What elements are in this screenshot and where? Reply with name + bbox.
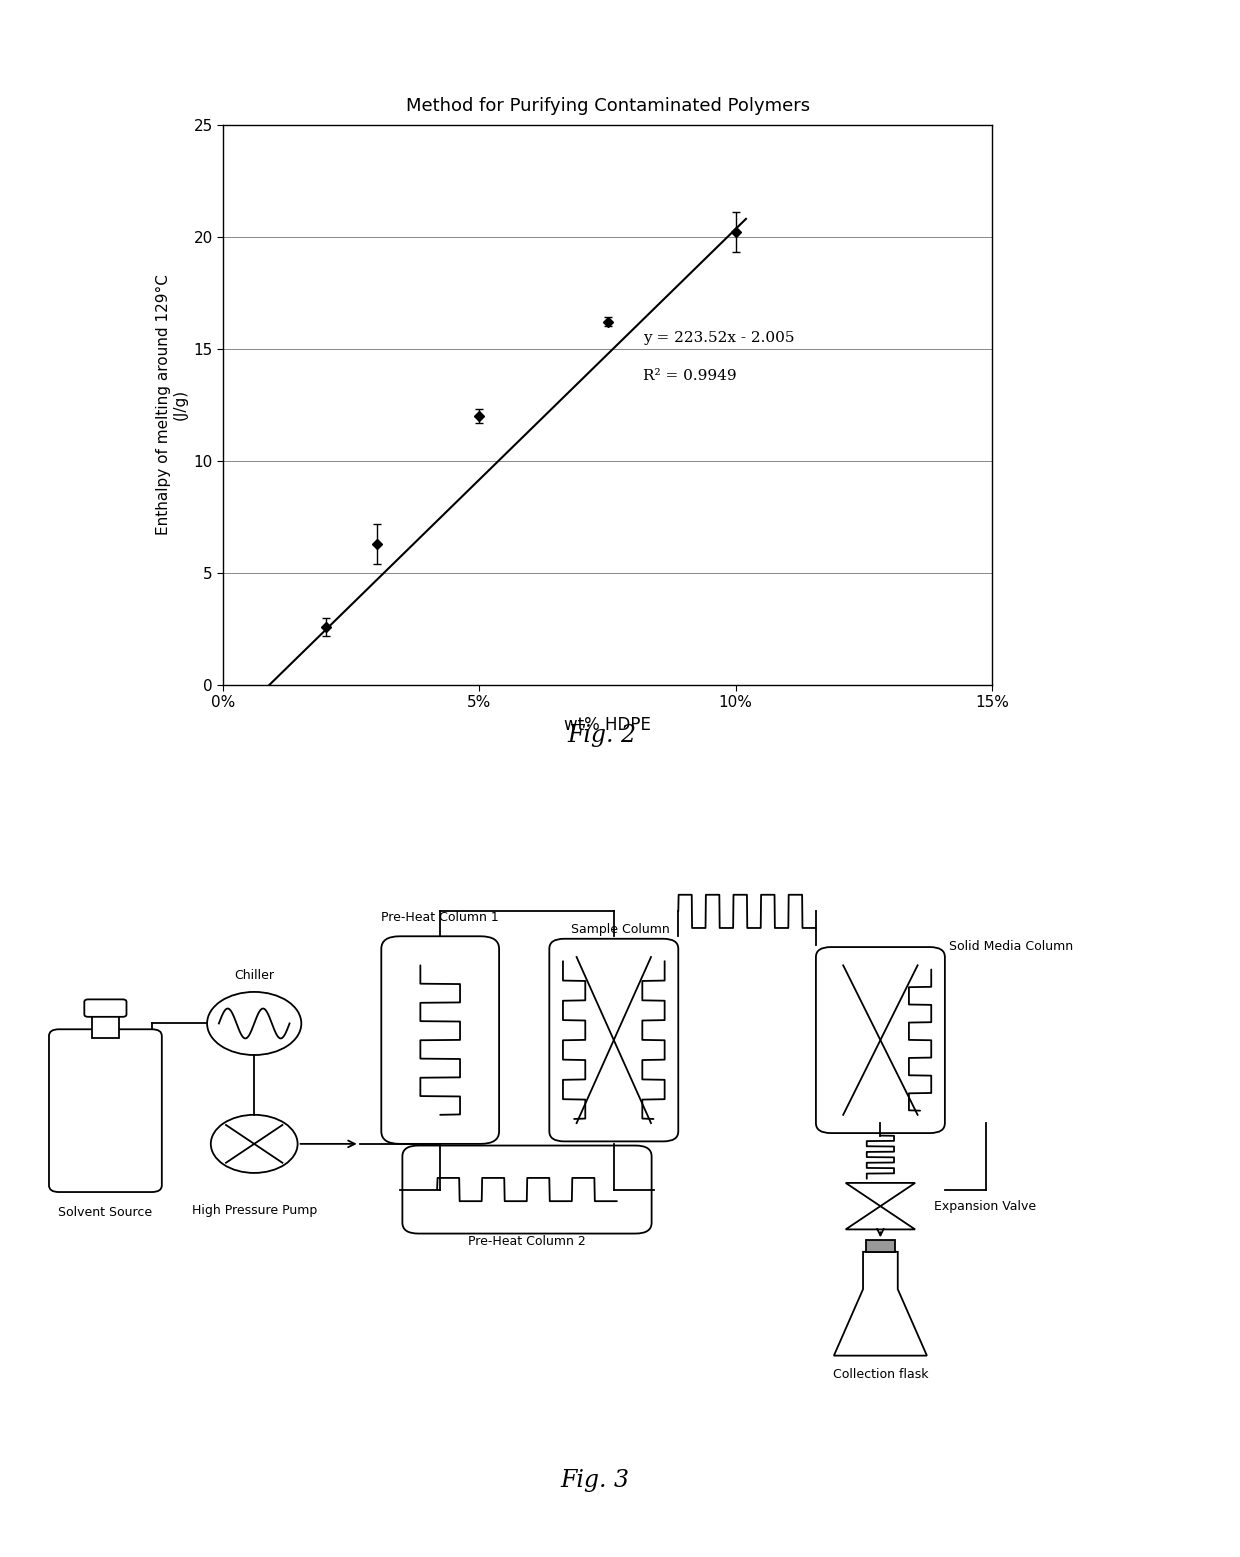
Text: Collection flask: Collection flask bbox=[832, 1369, 929, 1381]
Circle shape bbox=[211, 1115, 298, 1172]
Text: Sample Column: Sample Column bbox=[570, 923, 670, 936]
Y-axis label: Enthalpy of melting around 129°C
(J/g): Enthalpy of melting around 129°C (J/g) bbox=[155, 274, 188, 536]
Bar bbox=[92, 1014, 119, 1037]
Text: R² = 0.9949: R² = 0.9949 bbox=[644, 369, 737, 383]
FancyBboxPatch shape bbox=[549, 939, 678, 1141]
FancyBboxPatch shape bbox=[84, 1000, 126, 1017]
Text: Solid Media Column: Solid Media Column bbox=[949, 940, 1073, 953]
Text: High Pressure Pump: High Pressure Pump bbox=[191, 1205, 317, 1218]
FancyBboxPatch shape bbox=[50, 1029, 161, 1193]
Text: Expansion Valve: Expansion Valve bbox=[934, 1199, 1035, 1213]
Bar bbox=[866, 1241, 895, 1252]
Text: Pre-Heat Column 1: Pre-Heat Column 1 bbox=[382, 911, 498, 925]
Text: Chiller: Chiller bbox=[234, 968, 274, 982]
FancyBboxPatch shape bbox=[402, 1146, 652, 1233]
Polygon shape bbox=[833, 1252, 926, 1356]
Text: y = 223.52x - 2.005: y = 223.52x - 2.005 bbox=[644, 330, 795, 344]
X-axis label: wt% HDPE: wt% HDPE bbox=[564, 716, 651, 733]
FancyBboxPatch shape bbox=[816, 947, 945, 1133]
Text: Fig. 2: Fig. 2 bbox=[567, 724, 636, 747]
Title: Method for Purifying Contaminated Polymers: Method for Purifying Contaminated Polyme… bbox=[405, 97, 810, 115]
Polygon shape bbox=[846, 1183, 915, 1207]
Circle shape bbox=[207, 992, 301, 1056]
Text: Fig. 3: Fig. 3 bbox=[560, 1468, 630, 1492]
Text: Solvent Source: Solvent Source bbox=[58, 1207, 153, 1219]
Polygon shape bbox=[846, 1207, 915, 1230]
FancyBboxPatch shape bbox=[381, 936, 498, 1144]
Text: Pre-Heat Column 2: Pre-Heat Column 2 bbox=[469, 1235, 585, 1249]
